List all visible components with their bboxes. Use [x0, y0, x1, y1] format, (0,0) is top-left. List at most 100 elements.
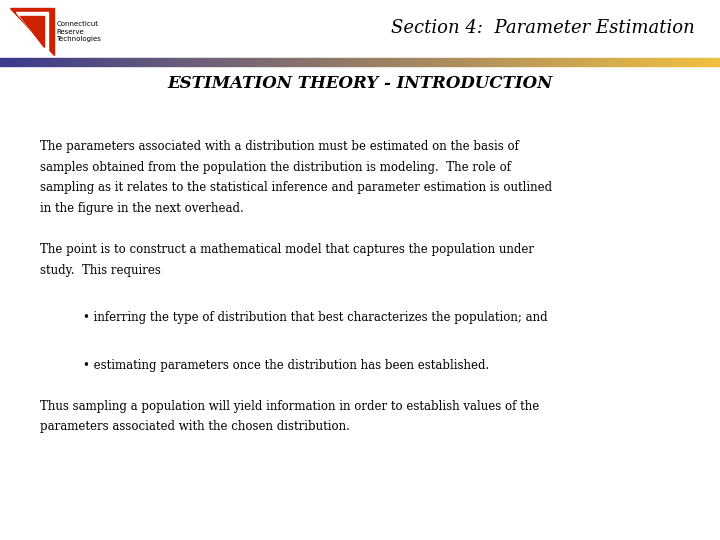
Bar: [457, 58, 459, 66]
Bar: [79, 58, 81, 66]
Text: Section 4:  Parameter Estimation: Section 4: Parameter Estimation: [391, 19, 695, 37]
Bar: [488, 58, 490, 66]
Bar: [606, 58, 608, 66]
Bar: [7, 58, 9, 66]
Bar: [20, 58, 22, 66]
Bar: [133, 58, 135, 66]
Bar: [508, 58, 510, 66]
Bar: [387, 58, 389, 66]
Bar: [22, 58, 23, 66]
Bar: [145, 58, 148, 66]
Bar: [148, 58, 150, 66]
Bar: [275, 58, 277, 66]
Bar: [9, 58, 11, 66]
Bar: [510, 58, 511, 66]
Bar: [284, 58, 287, 66]
Bar: [72, 58, 73, 66]
Bar: [112, 58, 114, 66]
Bar: [546, 58, 547, 66]
Bar: [289, 58, 292, 66]
Bar: [605, 58, 606, 66]
Bar: [443, 58, 445, 66]
Text: • estimating parameters once the distribution has been established.: • estimating parameters once the distrib…: [83, 359, 489, 372]
Bar: [181, 58, 184, 66]
Bar: [462, 58, 464, 66]
Bar: [270, 58, 272, 66]
Bar: [497, 58, 498, 66]
Bar: [596, 58, 598, 66]
Bar: [652, 58, 654, 66]
Bar: [340, 58, 342, 66]
Bar: [438, 58, 439, 66]
Bar: [150, 58, 151, 66]
Bar: [582, 58, 583, 66]
Bar: [140, 58, 143, 66]
Bar: [355, 58, 356, 66]
Bar: [212, 58, 215, 66]
Bar: [554, 58, 556, 66]
Bar: [711, 58, 713, 66]
Bar: [526, 58, 528, 66]
Bar: [324, 58, 325, 66]
Bar: [562, 58, 563, 66]
Bar: [32, 58, 35, 66]
Bar: [27, 58, 29, 66]
Bar: [310, 58, 312, 66]
Bar: [81, 58, 83, 66]
Bar: [419, 58, 421, 66]
Bar: [60, 58, 61, 66]
Bar: [122, 58, 124, 66]
Bar: [83, 58, 85, 66]
Bar: [58, 58, 60, 66]
Bar: [571, 58, 572, 66]
Bar: [474, 58, 475, 66]
Bar: [101, 58, 102, 66]
Bar: [479, 58, 481, 66]
Bar: [647, 58, 648, 66]
Bar: [376, 58, 378, 66]
Bar: [585, 58, 587, 66]
Bar: [130, 58, 132, 66]
Bar: [517, 58, 518, 66]
Bar: [194, 58, 196, 66]
Bar: [49, 58, 50, 66]
Bar: [425, 58, 426, 66]
Bar: [680, 58, 683, 66]
Bar: [513, 58, 515, 66]
Bar: [491, 58, 493, 66]
Text: sampling as it relates to the statistical inference and parameter estimation is : sampling as it relates to the statistica…: [40, 181, 552, 194]
Bar: [677, 58, 679, 66]
Bar: [690, 58, 691, 66]
Bar: [61, 58, 63, 66]
Bar: [359, 58, 360, 66]
Bar: [369, 58, 371, 66]
Bar: [331, 58, 333, 66]
Bar: [527, 58, 529, 66]
Bar: [37, 58, 40, 66]
Bar: [268, 58, 270, 66]
Bar: [209, 58, 210, 66]
Bar: [533, 58, 534, 66]
Bar: [556, 58, 558, 66]
Bar: [361, 58, 364, 66]
Bar: [482, 58, 484, 66]
Bar: [138, 58, 140, 66]
Bar: [367, 58, 369, 66]
Bar: [630, 58, 632, 66]
Bar: [86, 58, 88, 66]
Bar: [402, 58, 403, 66]
Bar: [648, 58, 649, 66]
Bar: [223, 58, 225, 66]
Bar: [342, 58, 344, 66]
Bar: [335, 58, 337, 66]
Bar: [383, 58, 385, 66]
Bar: [23, 58, 25, 66]
Bar: [395, 58, 396, 66]
Bar: [433, 58, 436, 66]
Bar: [567, 58, 569, 66]
Bar: [662, 58, 664, 66]
Bar: [337, 58, 338, 66]
Bar: [119, 58, 121, 66]
Bar: [634, 58, 635, 66]
Bar: [515, 58, 517, 66]
